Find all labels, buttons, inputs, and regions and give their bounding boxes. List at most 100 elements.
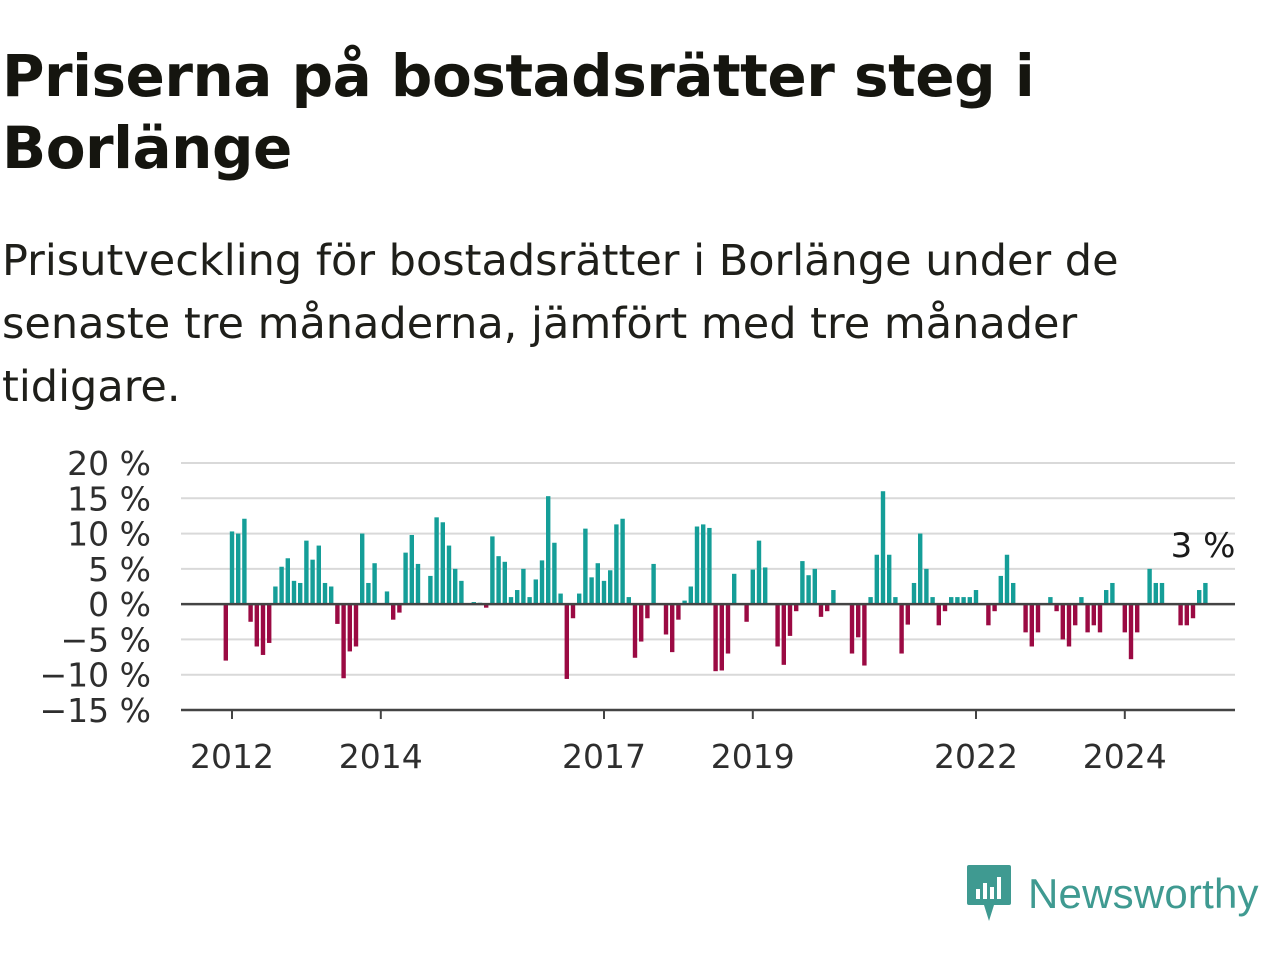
bar [1048, 597, 1053, 605]
bar [1128, 604, 1134, 660]
brand-name: Newsworthy [1028, 870, 1259, 917]
bar [552, 542, 557, 605]
bar [825, 604, 830, 612]
bar [564, 604, 569, 679]
page-title: Priserna på bostadsrätter steg i Borläng… [2, 42, 1035, 182]
bar [775, 604, 780, 647]
bar [1110, 582, 1115, 605]
bar [1122, 604, 1127, 633]
bar [415, 563, 421, 605]
bar [335, 604, 340, 624]
bar [701, 524, 706, 605]
bar [713, 604, 718, 672]
bar [719, 604, 724, 671]
bar [254, 604, 259, 647]
bar [620, 518, 625, 605]
bar [794, 604, 799, 612]
bar [874, 554, 879, 605]
bar [639, 604, 644, 642]
bar [595, 563, 600, 605]
bar [310, 559, 315, 605]
bar [1023, 604, 1028, 633]
bar [322, 582, 328, 605]
bar [911, 582, 917, 605]
bar [955, 597, 960, 605]
bar [998, 575, 1003, 605]
x-tick-label: 2024 [1083, 737, 1167, 776]
bar [632, 604, 638, 658]
bar [391, 604, 396, 620]
bar [508, 597, 514, 605]
bar [614, 524, 619, 605]
bar [546, 496, 551, 605]
brand-footer: Newsworthy [964, 862, 1259, 926]
bar [372, 563, 377, 605]
bar [787, 604, 793, 636]
bar [428, 575, 433, 605]
page-subtitle: Prisutveckling för bostadsrätter i Borlä… [2, 236, 1119, 412]
bar [949, 597, 954, 605]
bar [434, 517, 439, 605]
bar [1178, 604, 1183, 626]
x-tick-label: 2014 [339, 737, 423, 776]
bar [490, 536, 495, 605]
bar [651, 563, 656, 605]
bar [515, 590, 520, 605]
x-tick-label: 2022 [934, 737, 1018, 776]
bar [744, 604, 749, 622]
bar [521, 568, 526, 605]
bar [601, 580, 607, 605]
bar [725, 604, 731, 654]
bar [608, 570, 613, 605]
y-tick-label: 0 % [88, 585, 151, 624]
bar [1035, 604, 1041, 633]
bar [1135, 604, 1140, 633]
bar [707, 527, 712, 605]
bar [930, 597, 935, 605]
bar [670, 604, 675, 653]
bar [645, 604, 650, 619]
bar [589, 577, 594, 605]
bar [285, 558, 290, 605]
bar [384, 591, 390, 605]
bar [260, 604, 266, 655]
bar [583, 528, 588, 605]
bar [502, 561, 507, 605]
bar [781, 604, 786, 665]
y-tick-label: 5 % [88, 550, 151, 589]
y-tick-label: −15 % [40, 691, 152, 730]
bar [961, 597, 966, 605]
bar [973, 590, 979, 605]
axes [181, 602, 1235, 719]
bar [1147, 568, 1152, 605]
x-tick-label: 2017 [562, 737, 646, 776]
bar [496, 556, 501, 605]
bar [1066, 604, 1072, 647]
tick-labels: 20 %15 %10 %5 %0 %−5 %−10 %−15 % 2012 2014… [40, 444, 1236, 776]
bar [347, 604, 352, 652]
bar [453, 568, 458, 605]
bar [397, 604, 402, 613]
bar [1197, 590, 1202, 605]
bar [1097, 604, 1103, 633]
bar [446, 545, 452, 605]
bar [868, 597, 873, 605]
bar [223, 604, 228, 661]
bar [682, 600, 687, 605]
bar [763, 567, 768, 605]
bar [298, 582, 303, 605]
x-tick-label: 2012 [190, 737, 274, 776]
bar [1011, 582, 1016, 605]
bar [1060, 604, 1065, 640]
bar [1153, 582, 1158, 605]
y-tick-label: −5 % [61, 620, 152, 659]
y-tick-label: 20 % [67, 444, 151, 483]
bar [806, 575, 811, 605]
bar [756, 540, 762, 605]
bars [223, 491, 1208, 679]
bar [279, 566, 284, 605]
x-tick-label: 2019 [711, 737, 795, 776]
bar [800, 561, 805, 605]
last-value-annotation: 3 % [1171, 526, 1236, 566]
bar [341, 604, 346, 679]
